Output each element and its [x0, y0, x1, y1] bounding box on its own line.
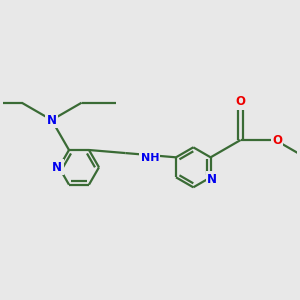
Text: O: O [236, 95, 246, 108]
Text: N: N [52, 161, 62, 174]
Text: N: N [47, 113, 57, 127]
Text: NH: NH [141, 153, 159, 163]
Text: N: N [207, 172, 218, 186]
Text: O: O [272, 134, 282, 146]
